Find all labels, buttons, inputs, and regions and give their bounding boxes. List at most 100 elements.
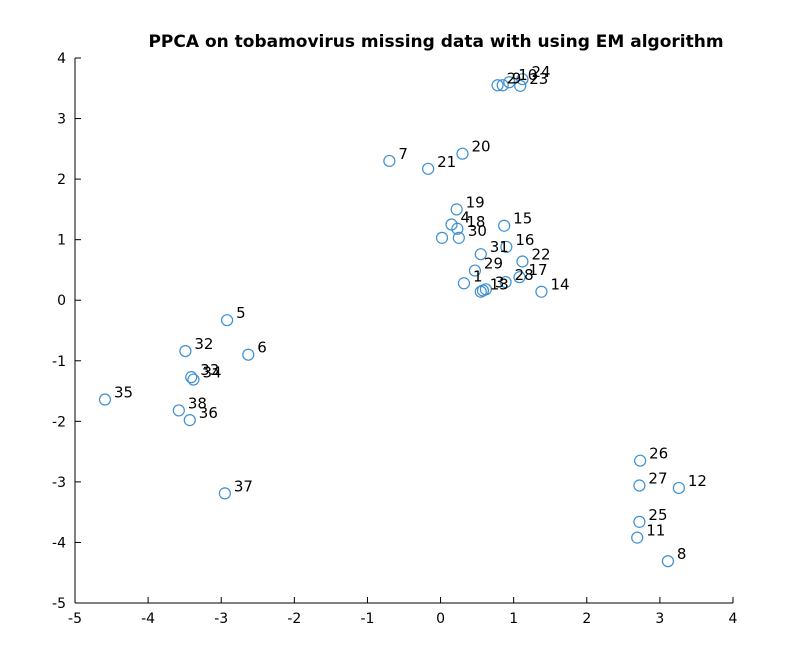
data-point [435, 231, 449, 244]
point-label: 35 [114, 384, 133, 402]
point-label: 34 [202, 364, 221, 382]
y-tick-label: -3 [52, 475, 66, 491]
data-point [516, 255, 529, 268]
y-tick-label: 3 [57, 112, 66, 128]
data-point [187, 373, 200, 386]
point-label: 28 [515, 266, 534, 284]
data-point [499, 275, 512, 289]
y-tick-label: -2 [52, 414, 66, 430]
point-label: 29 [484, 255, 503, 273]
x-tick-label: 3 [655, 611, 664, 627]
point-label: 12 [688, 472, 707, 490]
data-point [631, 531, 644, 544]
data-point [456, 147, 469, 160]
x-tick-label: -1 [360, 611, 374, 627]
x-tick-label: -2 [287, 611, 301, 627]
point-label: 36 [199, 404, 218, 422]
point-label: 26 [649, 445, 668, 463]
data-point [457, 277, 471, 290]
point-label: 32 [194, 335, 213, 353]
point-label: 10 [518, 66, 537, 84]
data-point [179, 344, 192, 358]
point-label: 25 [648, 506, 667, 524]
data-point [500, 240, 513, 254]
point-label: 33 [200, 361, 219, 379]
data-points [98, 73, 685, 568]
point-label: 16 [515, 231, 534, 249]
data-point [498, 219, 511, 232]
x-tick-label: 0 [436, 611, 445, 627]
point-label: 13 [490, 276, 509, 294]
point-label: 1 [473, 267, 483, 285]
data-point [503, 76, 516, 89]
point-label: 30 [468, 222, 487, 240]
y-tick-label: 4 [57, 51, 66, 67]
data-point [535, 285, 548, 298]
data-point [451, 222, 464, 235]
point-label: 19 [466, 193, 485, 211]
data-point [172, 404, 185, 417]
y-tick-label: -4 [52, 535, 66, 551]
data-point [513, 271, 526, 284]
data-point [514, 79, 527, 92]
x-tick-label: -5 [68, 611, 82, 627]
axes [74, 58, 733, 604]
data-point [634, 454, 647, 467]
point-label: 21 [437, 153, 456, 171]
point-label: 2 [507, 69, 517, 87]
point-label: 18 [466, 213, 485, 231]
data-point [474, 248, 487, 261]
data-point [633, 515, 646, 528]
point-label: 37 [234, 477, 253, 495]
point-label: 5 [236, 304, 246, 322]
data-point [218, 487, 231, 500]
point-label: 4 [461, 209, 471, 227]
point-label: 7 [398, 145, 408, 163]
point-label: 15 [513, 210, 532, 228]
point-label: 27 [648, 470, 667, 488]
data-point [452, 231, 465, 244]
y-tick-label: 0 [57, 293, 66, 309]
data-point [185, 371, 198, 384]
data-point [468, 264, 482, 277]
point-label: 6 [257, 339, 267, 357]
data-point [242, 348, 255, 361]
data-point [491, 79, 504, 92]
data-point [383, 154, 396, 168]
y-tick-label: 1 [57, 233, 66, 249]
point-label: 14 [550, 276, 569, 294]
x-tick-label: 2 [582, 611, 591, 627]
data-point [496, 79, 509, 92]
point-label: 22 [531, 245, 550, 263]
point-label: 24 [531, 63, 550, 81]
point-label: 20 [471, 138, 490, 156]
point-label: 23 [529, 70, 548, 88]
x-tick-label: 4 [729, 611, 738, 627]
point-label: 3 [495, 273, 505, 291]
point-label: 8 [677, 545, 687, 563]
data-point [633, 479, 646, 492]
data-point [672, 481, 685, 495]
y-tick-label: 2 [57, 172, 66, 188]
data-point [474, 285, 487, 298]
x-tick-label: -4 [141, 611, 155, 627]
y-tick-label: -5 [52, 596, 66, 612]
data-point [183, 414, 196, 427]
x-tick-label: 1 [509, 611, 518, 627]
point-label: 17 [529, 261, 548, 279]
point-label: 11 [646, 522, 665, 540]
data-point [450, 203, 463, 216]
y-tick-label: -1 [52, 354, 66, 370]
point-label: 9 [512, 69, 522, 87]
data-point [422, 162, 435, 175]
data-point [220, 314, 234, 327]
data-point [476, 284, 490, 297]
chart-title: PPCA on tobamovirus missing data with us… [148, 32, 723, 52]
data-point [98, 393, 112, 406]
point-label: 38 [188, 394, 207, 412]
data-point [516, 73, 529, 86]
x-tick-label: -3 [214, 611, 228, 627]
